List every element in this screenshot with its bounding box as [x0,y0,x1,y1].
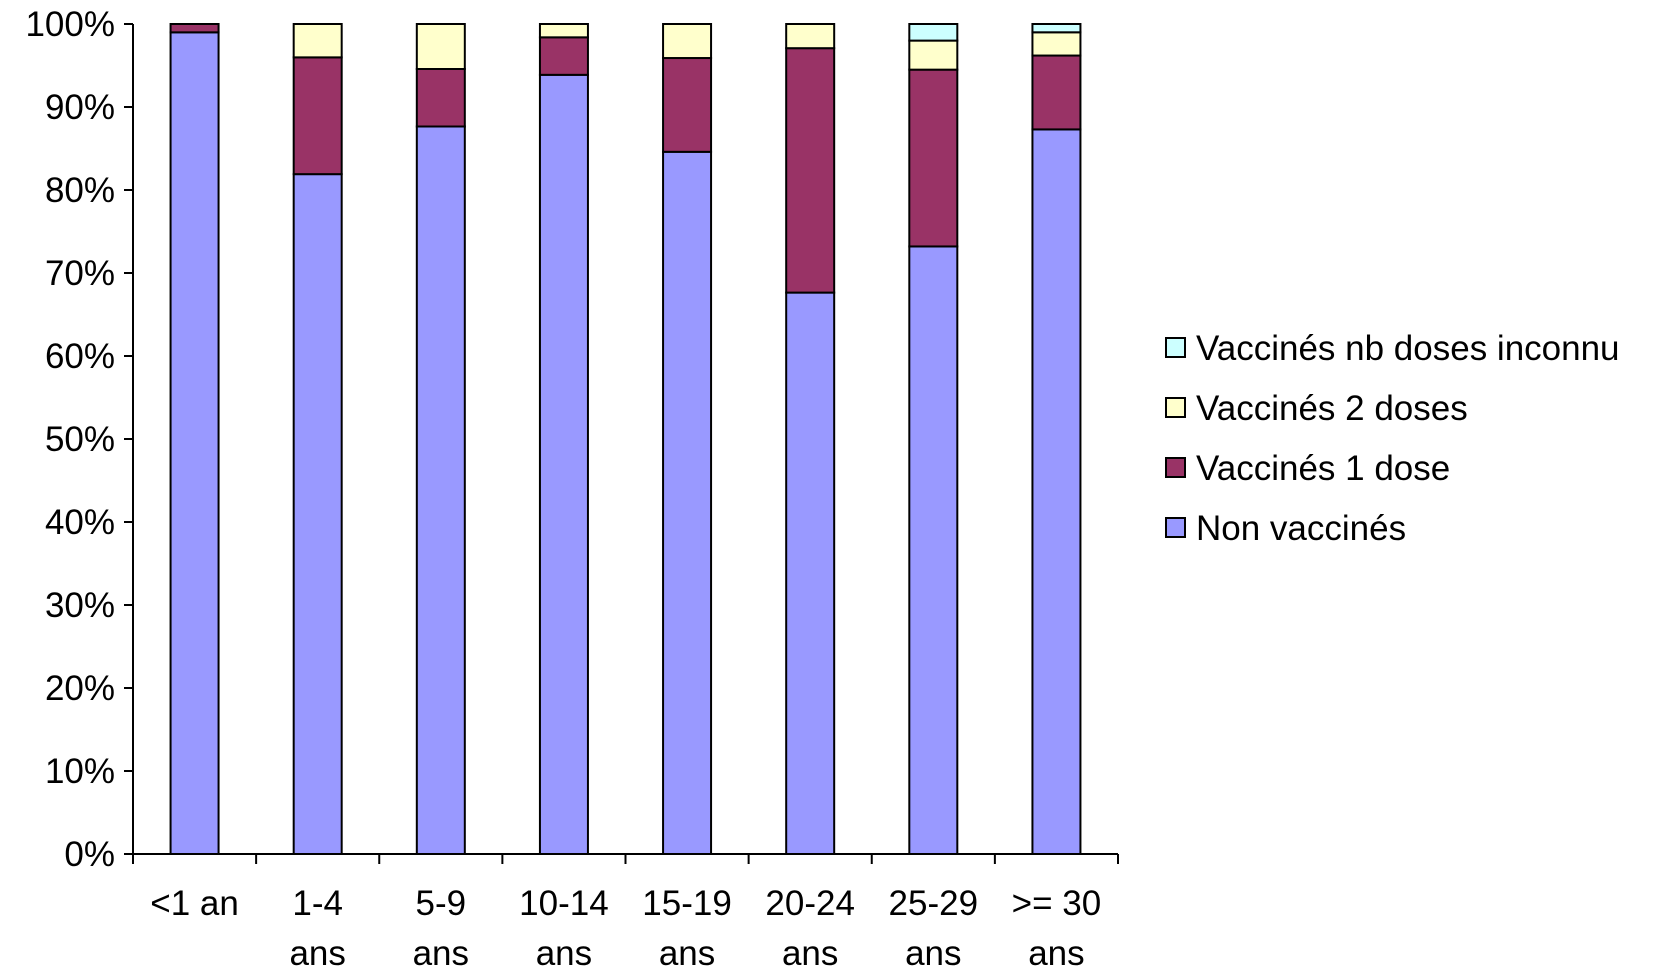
bar-segment-vaccin-s-2-doses [538,23,589,39]
x-tick-label: ans [413,934,469,967]
y-tick-label: 90% [45,88,115,127]
y-tick-label: 80% [45,171,115,210]
x-tick-label: 25-29 [889,884,979,923]
bar-segment-vaccin-s-2-doses [415,23,466,70]
x-tick-label: ans [536,934,592,967]
x-tick-label: >= 30 [1012,884,1102,923]
legend-swatch [1165,337,1186,358]
legend-label: Vaccinés nb doses inconnu [1196,329,1620,368]
bar-segment-vaccin-s-nb-doses-inconnu [1031,23,1082,34]
y-tick-label: 20% [45,669,115,708]
bar-segment-vaccin-s-2-doses [908,39,959,71]
legend-swatch [1165,457,1186,478]
y-tick-label: 0% [64,835,115,874]
bar-segment-vaccin-s-nb-doses-inconnu [908,23,959,42]
x-tick-label: ans [1028,934,1084,967]
x-tick-label: ans [782,934,838,967]
bar-segment-non-vaccin-s [538,73,589,856]
x-tick-label: <1 an [150,884,239,923]
bar-segment-vaccin-s-2-doses [1031,31,1082,57]
bar-segment-vaccin-s-2-doses [785,23,836,50]
legend-swatch [1165,397,1186,418]
bar-segment-non-vaccin-s [662,150,713,855]
bar-segment-vaccin-s-1-dose [538,36,589,76]
bar-segment-vaccin-s-1-dose [169,23,220,34]
x-tick-label: ans [659,934,715,967]
bar-segment-vaccin-s-1-dose [662,57,713,153]
legend-swatch [1165,517,1186,538]
y-tick-label: 70% [45,254,115,293]
bar-segment-vaccin-s-2-doses [662,23,713,60]
legend-label: Non vaccinés [1196,509,1406,548]
y-tick-label: 100% [25,5,115,44]
y-tick-label: 60% [45,337,115,376]
x-tick-label: 1-4 [292,884,343,923]
bar-segment-vaccin-s-1-dose [415,68,466,128]
bar-segment-vaccin-s-1-dose [785,47,836,294]
bar-segment-non-vaccin-s [908,245,959,855]
bar-segment-vaccin-s-1-dose [908,68,959,248]
legend-label: Vaccinés 1 dose [1196,449,1450,488]
x-tick-label: 10-14 [519,884,609,923]
bar-segment-non-vaccin-s [1031,128,1082,856]
y-tick-label: 40% [45,503,115,542]
y-tick-label: 10% [45,752,115,791]
x-tick-label: 20-24 [765,884,855,923]
bar-segment-non-vaccin-s [292,173,343,855]
bar-segment-vaccin-s-1-dose [292,56,343,176]
y-tick-label: 50% [45,420,115,459]
y-tick-label: 30% [45,586,115,625]
bar-segment-vaccin-s-1-dose [1031,54,1082,131]
x-tick-label: ans [289,934,345,967]
x-tick-label: 15-19 [642,884,732,923]
x-tick-label: 5-9 [416,884,467,923]
bar-segment-vaccin-s-2-doses [292,23,343,59]
bar-segment-non-vaccin-s [169,31,220,855]
bar-segment-non-vaccin-s [415,125,466,855]
x-tick-label: ans [905,934,961,967]
bar-segment-non-vaccin-s [785,291,836,855]
legend-label: Vaccinés 2 doses [1196,389,1468,428]
